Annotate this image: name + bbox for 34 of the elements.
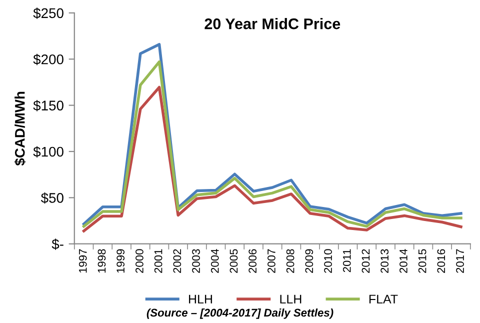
x-tick-label: 2004 bbox=[210, 249, 219, 273]
y-tick-label: $100 bbox=[33, 146, 64, 158]
x-tick-label: 2016 bbox=[437, 249, 446, 273]
x-tick-label: 1998 bbox=[98, 249, 106, 273]
x-tick-label: 2001 bbox=[154, 249, 162, 273]
x-tick-label: 2017 bbox=[456, 249, 464, 273]
x-tick-label: 2005 bbox=[230, 249, 238, 273]
x-tick-label: 2007 bbox=[268, 249, 276, 273]
text: (Source – [2004-2017] Daily Settles) bbox=[146, 308, 334, 319]
legend-label: HLH bbox=[189, 294, 212, 304]
x-tick-label: 1999 bbox=[116, 249, 125, 273]
chart-title: 20 Year MidC Price bbox=[204, 18, 340, 30]
x-tick-label: 2011 bbox=[342, 249, 351, 272]
line-series bbox=[82, 86, 462, 232]
y-tick-label: $50 bbox=[40, 192, 64, 204]
legend-label: FLAT bbox=[369, 294, 398, 304]
x-tick-label: 1997 bbox=[78, 249, 87, 273]
x-tick-label: 2006 bbox=[248, 249, 257, 273]
x-tick-label: 2003 bbox=[192, 249, 200, 273]
x-tick-label: 2015 bbox=[418, 249, 426, 273]
x-tick-label: 2012 bbox=[362, 249, 370, 273]
y-axis-title: $CAD/MWh bbox=[14, 92, 26, 166]
x-tick-label: 2009 bbox=[305, 249, 314, 273]
x-tick-label: 2002 bbox=[173, 249, 182, 273]
x-tick-label: 2008 bbox=[286, 249, 294, 273]
x-tick-label: 2014 bbox=[400, 249, 408, 273]
y-tick-label: $150 bbox=[33, 100, 64, 112]
x-tick-label: 2010 bbox=[324, 249, 332, 273]
y-tick-label: $250 bbox=[33, 8, 64, 19]
y-tick-label: $200 bbox=[33, 54, 64, 66]
x-tick-label: 2000 bbox=[136, 249, 144, 273]
y-tick-label: $- bbox=[52, 238, 64, 250]
x-tick-label: 2013 bbox=[380, 249, 389, 273]
legend-label: LLH bbox=[280, 294, 302, 304]
